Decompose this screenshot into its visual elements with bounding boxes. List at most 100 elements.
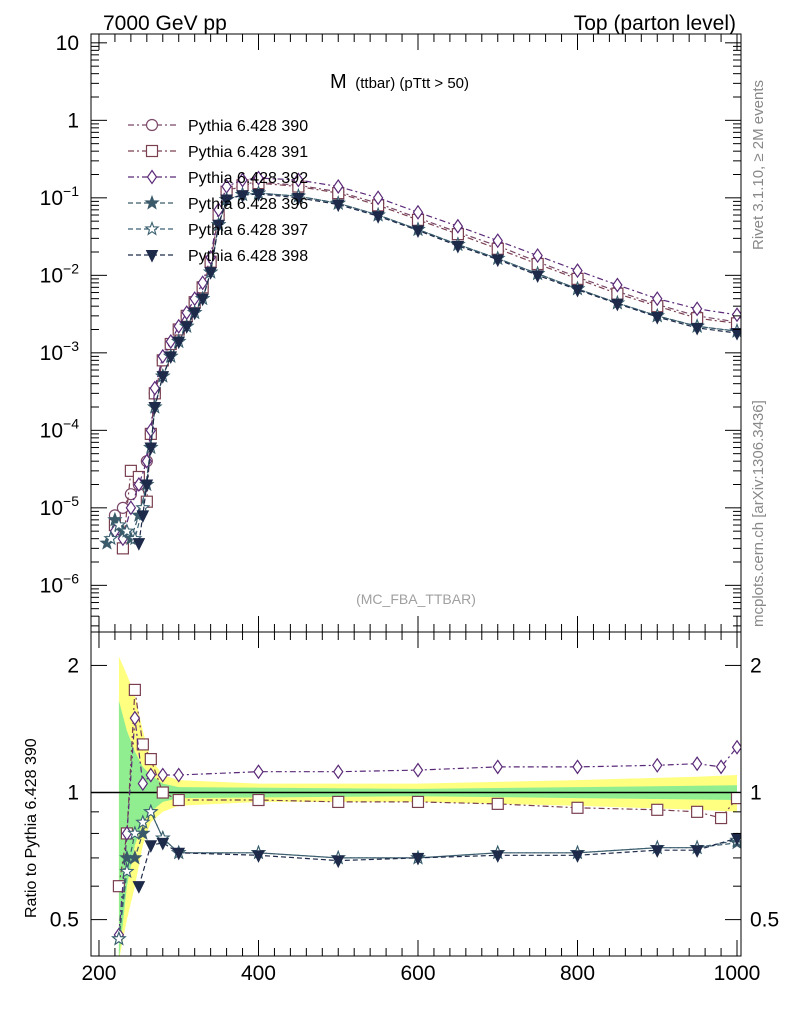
header-left: 7000 GeV pp	[103, 12, 227, 35]
ratio-point	[253, 764, 264, 780]
uncertainty-band	[118, 700, 737, 956]
ratio-ylabel: Ratio to Pythia 6.428 390	[23, 738, 40, 918]
data-point	[140, 479, 154, 493]
data-point	[119, 523, 135, 538]
data-point	[220, 194, 233, 208]
y-tick-base: 10	[40, 419, 63, 442]
ratio-point	[143, 803, 159, 819]
ratio-point	[252, 793, 265, 807]
ratio-point	[132, 881, 146, 894]
data-point	[237, 172, 248, 188]
ratio-point	[572, 759, 583, 775]
ratio-y-tick-label: 0.5	[50, 909, 79, 932]
ratio-point	[172, 847, 186, 861]
ratio-point	[715, 759, 727, 775]
ratio-point	[652, 757, 663, 773]
series-line	[138, 193, 738, 544]
series-line	[114, 182, 738, 549]
ratio-point	[157, 767, 169, 783]
ratio-point	[491, 797, 504, 810]
data-point	[452, 218, 464, 234]
data-point	[691, 301, 703, 317]
series-pythia-6.428-396	[99, 185, 741, 550]
legend-marker	[145, 144, 159, 158]
data-point	[132, 538, 146, 551]
ratio-point	[136, 738, 149, 751]
legend-entry: Pythia 6.428 398	[128, 248, 308, 265]
data-point	[293, 172, 304, 188]
data-point	[492, 233, 503, 249]
series-line	[106, 192, 738, 544]
ratio-point	[172, 793, 185, 807]
y-tick-base: 10	[40, 342, 63, 365]
y-tick-exp: −1	[63, 183, 79, 199]
ratio-point	[690, 845, 704, 858]
ratio-y-tick-label-right: 2	[750, 654, 762, 677]
legend-entry: Pythia 6.428 397	[128, 220, 308, 239]
x-tick-label: 400	[241, 962, 276, 985]
y-tick-exp: −6	[63, 570, 79, 586]
data-point	[213, 202, 224, 218]
data-point	[144, 442, 158, 456]
legend-entry: Pythia 6.428 392	[128, 169, 308, 187]
data-point	[652, 291, 663, 307]
ratio-point	[691, 756, 703, 772]
ratio-frame	[90, 631, 742, 957]
plot-title: M (ttbar) (pTtt > 50)	[330, 71, 469, 93]
ratio-y-tick-label-right: 1	[750, 782, 762, 805]
legend-marker	[144, 220, 160, 236]
legend-marker	[145, 250, 159, 263]
legend-entry: Pythia 6.428 396	[128, 194, 308, 213]
y-tick-label: 10	[56, 32, 79, 55]
data-point	[531, 270, 544, 283]
ratio-point	[331, 855, 345, 869]
legend-label: Pythia 6.428 390	[188, 118, 308, 135]
ratio-point	[119, 863, 135, 879]
y-tick-label: 10−3	[40, 338, 80, 365]
data-point	[212, 219, 225, 233]
ratio-data-layer	[91, 656, 741, 956]
ratio-line	[118, 810, 738, 939]
analysis-label: (MC_FBA_TTBAR)	[356, 591, 476, 607]
data-point	[690, 322, 704, 336]
x-tick-label: 1000	[714, 962, 761, 985]
data-point	[125, 500, 137, 516]
ratio-point	[650, 845, 664, 858]
data-point	[611, 298, 624, 312]
ratio-point	[128, 683, 141, 697]
legend-marker	[144, 194, 160, 210]
ratio-series-pythia-6.428-396	[111, 803, 741, 946]
ratio-point	[411, 795, 425, 809]
ratio-point	[252, 850, 265, 863]
data-point	[333, 178, 344, 195]
legend-label: Pythia 6.428 397	[188, 222, 308, 239]
ratio-line	[138, 837, 738, 887]
y-tick-base: 10	[40, 187, 63, 210]
y-tick-exp: −3	[63, 338, 79, 354]
legend-marker	[145, 118, 159, 132]
data-point	[411, 225, 425, 239]
ratio-point	[135, 814, 151, 829]
ratio-point	[332, 795, 345, 809]
data-point	[164, 351, 178, 365]
ratio-point	[333, 764, 344, 780]
data-point	[111, 516, 127, 532]
ratio-point	[571, 850, 584, 863]
y-tick-label: 10−5	[40, 493, 80, 520]
data-point	[253, 170, 264, 186]
y-tick-label: 10−4	[40, 415, 80, 442]
data-point	[172, 336, 186, 350]
ratio-point	[412, 762, 424, 778]
data-point	[491, 254, 505, 268]
data-point	[103, 530, 119, 546]
data-point	[188, 307, 201, 321]
ratio-y-tick-label: 1	[67, 782, 79, 805]
ratio-series-pythia-6.428-398	[132, 833, 741, 894]
data-point	[197, 275, 208, 291]
header-right: Top (parton level)	[574, 12, 736, 35]
data-point	[451, 240, 465, 254]
y-tick-base: 10	[40, 497, 63, 520]
ratio-point	[714, 811, 728, 825]
ratio-point	[173, 767, 184, 783]
